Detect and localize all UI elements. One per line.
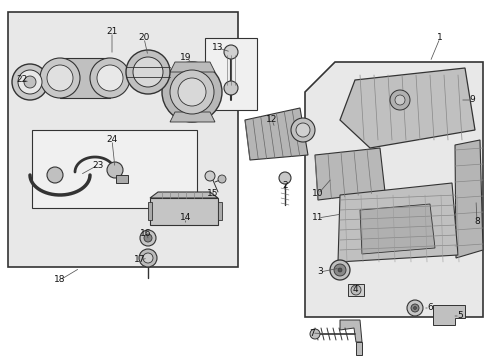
Text: 6: 6 [426, 303, 432, 312]
Circle shape [295, 123, 309, 137]
Text: 4: 4 [351, 285, 357, 294]
Polygon shape [359, 204, 434, 254]
Text: 2: 2 [282, 180, 287, 189]
Circle shape [337, 268, 341, 272]
Circle shape [178, 78, 205, 106]
Circle shape [389, 90, 409, 110]
Bar [204, 38, 257, 110]
Bar [116, 175, 128, 183]
Polygon shape [150, 198, 218, 225]
Polygon shape [244, 108, 307, 160]
Circle shape [97, 65, 123, 91]
Polygon shape [454, 140, 482, 258]
Text: 3: 3 [317, 267, 322, 276]
Text: 12: 12 [266, 116, 277, 125]
Circle shape [47, 167, 63, 183]
Circle shape [139, 249, 157, 267]
Bar [32, 130, 197, 208]
Text: 18: 18 [54, 275, 65, 284]
Text: 19: 19 [180, 54, 191, 63]
Polygon shape [305, 62, 482, 317]
Text: 16: 16 [140, 229, 151, 238]
Circle shape [394, 95, 404, 105]
Bar [8, 12, 238, 267]
Polygon shape [432, 305, 464, 325]
Text: 24: 24 [106, 135, 118, 144]
Text: 22: 22 [16, 76, 27, 85]
Circle shape [107, 162, 123, 178]
Polygon shape [339, 68, 474, 148]
Circle shape [47, 65, 73, 91]
Circle shape [413, 306, 416, 310]
Circle shape [140, 230, 156, 246]
Bar [347, 284, 363, 296]
Text: 1: 1 [436, 33, 442, 42]
Polygon shape [150, 192, 218, 198]
Text: 14: 14 [180, 213, 191, 222]
Circle shape [224, 81, 238, 95]
Circle shape [224, 45, 238, 59]
Text: 8: 8 [473, 217, 479, 226]
Text: 13: 13 [212, 44, 224, 53]
Text: 5: 5 [456, 311, 462, 320]
Text: 23: 23 [92, 161, 103, 170]
Text: 21: 21 [106, 27, 118, 36]
Circle shape [333, 264, 346, 276]
Circle shape [309, 329, 319, 339]
Circle shape [218, 175, 225, 183]
Text: 20: 20 [138, 33, 149, 42]
Circle shape [142, 253, 153, 263]
Circle shape [290, 118, 314, 142]
Circle shape [329, 260, 349, 280]
Circle shape [410, 304, 418, 312]
Polygon shape [339, 320, 361, 342]
Circle shape [18, 70, 42, 94]
Text: 11: 11 [312, 213, 323, 222]
Text: 15: 15 [207, 189, 218, 198]
Circle shape [133, 57, 163, 87]
Polygon shape [170, 112, 215, 122]
Polygon shape [148, 202, 152, 220]
Polygon shape [314, 148, 384, 200]
Circle shape [350, 285, 360, 295]
Circle shape [170, 70, 214, 114]
Circle shape [90, 58, 130, 98]
Circle shape [126, 50, 170, 94]
Text: 9: 9 [468, 95, 474, 104]
Text: 17: 17 [134, 256, 145, 265]
Circle shape [204, 171, 215, 181]
Polygon shape [60, 58, 110, 98]
Polygon shape [355, 342, 361, 355]
Polygon shape [337, 183, 457, 262]
Circle shape [162, 62, 222, 122]
Circle shape [12, 64, 48, 100]
Polygon shape [170, 62, 215, 72]
Text: 10: 10 [312, 189, 323, 198]
Circle shape [143, 234, 152, 242]
Circle shape [406, 300, 422, 316]
Circle shape [40, 58, 80, 98]
Text: 7: 7 [308, 328, 314, 338]
Circle shape [279, 172, 290, 184]
Polygon shape [218, 202, 222, 220]
Circle shape [24, 76, 36, 88]
